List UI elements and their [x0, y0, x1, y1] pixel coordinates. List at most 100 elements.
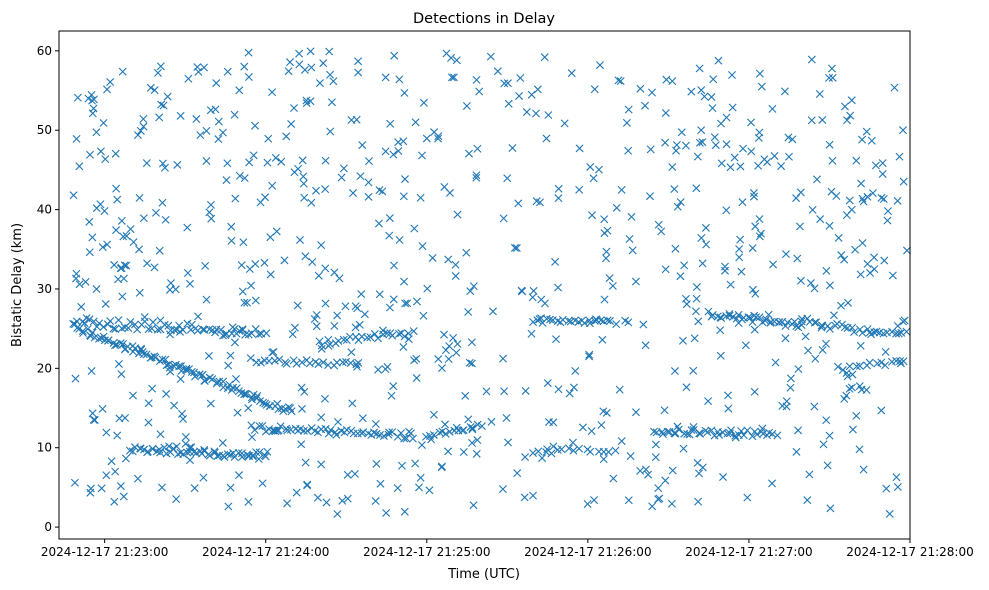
- data-point: [290, 323, 299, 332]
- data-point: [673, 422, 682, 431]
- data-point: [151, 208, 160, 217]
- data-point: [703, 428, 712, 437]
- data-point: [641, 341, 650, 350]
- data-point: [449, 73, 458, 82]
- data-point: [133, 474, 142, 483]
- data-point: [252, 448, 261, 457]
- data-point: [783, 318, 792, 327]
- data-point: [308, 258, 317, 266]
- data-point: [715, 430, 724, 439]
- data-point: [297, 358, 306, 367]
- data-point: [847, 383, 856, 392]
- data-point: [423, 284, 432, 293]
- data-point: [364, 157, 373, 166]
- data-point: [586, 447, 595, 456]
- data-point: [595, 61, 604, 70]
- data-point: [117, 370, 126, 379]
- data-point: [297, 383, 306, 392]
- data-point: [114, 316, 123, 325]
- data-point: [357, 290, 366, 299]
- data-point: [676, 198, 685, 207]
- data-point: [616, 77, 625, 86]
- data-point: [347, 348, 356, 357]
- data-point: [628, 246, 637, 255]
- data-point: [173, 160, 182, 169]
- data-point: [858, 194, 867, 203]
- data-point: [247, 281, 256, 290]
- data-point: [312, 322, 321, 331]
- data-point: [201, 261, 210, 270]
- data-point: [244, 497, 253, 506]
- data-point: [810, 402, 819, 411]
- data-point: [199, 473, 208, 482]
- data-point: [172, 495, 181, 504]
- data-point: [465, 358, 474, 367]
- data-point: [215, 377, 224, 386]
- data-point: [837, 301, 845, 310]
- data-point: [690, 334, 699, 343]
- data-point: [598, 335, 607, 344]
- data-point: [155, 445, 164, 454]
- data-point: [366, 333, 375, 342]
- data-point: [259, 398, 268, 407]
- data-point: [186, 456, 194, 465]
- data-point: [293, 301, 302, 310]
- data-point: [662, 75, 671, 84]
- data-point: [464, 307, 473, 316]
- data-point: [784, 152, 793, 161]
- x-tick-label: 2024-12-17 21:25:00: [363, 545, 490, 559]
- data-point: [333, 510, 342, 519]
- data-point: [386, 119, 395, 128]
- data-point: [106, 77, 115, 86]
- data-point: [270, 426, 279, 435]
- data-point: [564, 317, 573, 326]
- data-point: [527, 329, 536, 338]
- data-point: [371, 497, 380, 506]
- data-point: [661, 476, 670, 485]
- data-point: [126, 225, 135, 234]
- data-point: [764, 310, 773, 319]
- data-point: [302, 99, 311, 108]
- data-point: [300, 193, 309, 202]
- data-point: [794, 426, 803, 435]
- data-point: [445, 427, 454, 436]
- data-point: [513, 469, 522, 478]
- data-point: [790, 317, 799, 326]
- data-point: [88, 233, 97, 242]
- data-point: [522, 108, 531, 117]
- data-point: [903, 246, 911, 255]
- x-tick-label: 2024-12-17 21:28:00: [846, 545, 973, 559]
- data-point: [434, 355, 443, 364]
- data-point: [533, 316, 542, 325]
- data-point: [792, 194, 801, 203]
- data-point: [606, 316, 615, 325]
- data-point: [187, 443, 196, 452]
- data-point: [307, 198, 316, 207]
- data-point: [702, 240, 711, 249]
- data-point: [314, 271, 323, 280]
- data-point: [502, 413, 511, 422]
- data-point: [602, 254, 610, 263]
- data-point: [219, 331, 228, 340]
- data-point: [301, 252, 310, 261]
- data-point: [395, 329, 403, 338]
- data-point: [223, 67, 232, 76]
- data-point: [389, 382, 398, 391]
- data-point: [453, 210, 462, 219]
- data-point: [317, 344, 326, 353]
- data-point: [385, 303, 394, 312]
- data-point: [425, 486, 434, 495]
- data-point: [700, 92, 709, 101]
- data-point: [116, 339, 125, 348]
- data-point: [286, 425, 295, 434]
- data-point: [72, 134, 81, 143]
- data-point: [599, 407, 608, 416]
- data-point: [608, 281, 617, 290]
- data-point: [544, 417, 553, 426]
- data-point: [437, 462, 446, 471]
- data-point: [349, 189, 358, 198]
- data-point: [88, 328, 97, 337]
- data-point: [845, 196, 854, 205]
- data-point: [251, 296, 260, 305]
